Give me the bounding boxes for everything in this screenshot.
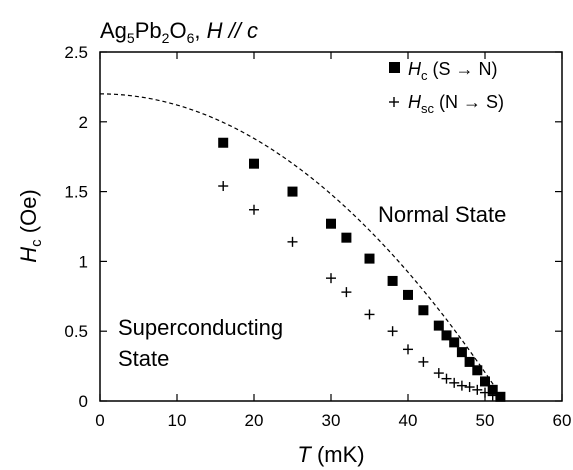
y-axis-title: Hc (Oe): [16, 189, 45, 263]
data-point-hc: [495, 391, 506, 402]
y-tick-label: 0: [79, 392, 88, 411]
x-axis-title: T (mK): [297, 442, 364, 467]
data-point-hc: [433, 320, 444, 331]
x-tick-label: 50: [476, 411, 495, 430]
data-point-hsc: [480, 387, 490, 398]
data-point-hc: [487, 384, 498, 395]
data-point-hsc: [364, 309, 375, 320]
chart-title: Ag5Pb2O6, H // c: [100, 18, 258, 46]
data-point-hsc: [326, 273, 336, 284]
data-point-hc: [387, 275, 398, 286]
data-point-hsc: [449, 377, 460, 388]
data-point-hc: [418, 305, 429, 316]
data-point-hsc: [287, 236, 298, 247]
annotation-superconducting: Superconducting: [118, 315, 283, 340]
x-tick-label: 60: [553, 411, 572, 430]
annotation-normal-state: Normal State: [378, 202, 506, 227]
legend-square-marker: [389, 62, 400, 73]
data-point-hsc: [218, 181, 229, 192]
data-point-hc: [364, 253, 375, 264]
x-tick-label: 0: [95, 411, 104, 430]
data-point-hc: [287, 186, 298, 197]
legend-entry-hsc: Hsc (N → S): [408, 92, 504, 116]
data-point-hc: [249, 158, 259, 169]
data-marks: [218, 137, 506, 402]
annotation-state: State: [118, 346, 169, 371]
data-point-hc: [218, 137, 229, 148]
data-point-hc: [441, 330, 452, 341]
data-point-hc: [472, 365, 483, 376]
data-point-hc: [464, 356, 475, 367]
data-point-hsc: [249, 204, 259, 215]
data-point-hsc: [341, 287, 352, 298]
y-tick-label: 0.5: [64, 322, 88, 341]
data-point-hsc: [403, 344, 413, 355]
y-tick-labels: 0 0.5 1 1.5 2 2.5: [64, 43, 88, 411]
fit-curve-dashed: [99, 93, 505, 402]
y-tick-label: 2: [79, 113, 88, 132]
y-tick-label: 2.5: [64, 43, 88, 62]
y-tick-label: 1: [79, 252, 88, 271]
data-point-hsc: [487, 390, 498, 401]
data-point-hc: [326, 218, 336, 229]
x-tick-label: 40: [399, 411, 418, 430]
data-point-hsc: [418, 356, 429, 367]
data-point-hsc: [472, 384, 483, 395]
data-point-hsc: [456, 380, 467, 391]
legend-plus-marker: [389, 97, 399, 107]
data-point-hsc: [464, 382, 475, 393]
data-point-hsc: [387, 326, 398, 337]
y-tick-label: 1.5: [64, 183, 88, 202]
x-tick-label: 20: [245, 411, 264, 430]
x-tick-labels: 0 10 20 30 40 50 60: [95, 411, 571, 430]
data-point-hc: [456, 347, 467, 358]
x-tick-label: 10: [168, 411, 187, 430]
data-point-hsc: [433, 368, 444, 379]
data-point-hc: [480, 376, 490, 387]
axis-ticks: [99, 51, 563, 402]
legend: Hc (S → N) Hsc (N → S): [389, 59, 504, 116]
data-point-hc: [449, 337, 460, 348]
legend-entry-hc: Hc (S → N): [408, 59, 498, 83]
data-point-hsc: [441, 373, 452, 384]
data-point-hc: [403, 289, 413, 300]
data-point-hc: [341, 232, 352, 243]
x-tick-label: 30: [322, 411, 341, 430]
